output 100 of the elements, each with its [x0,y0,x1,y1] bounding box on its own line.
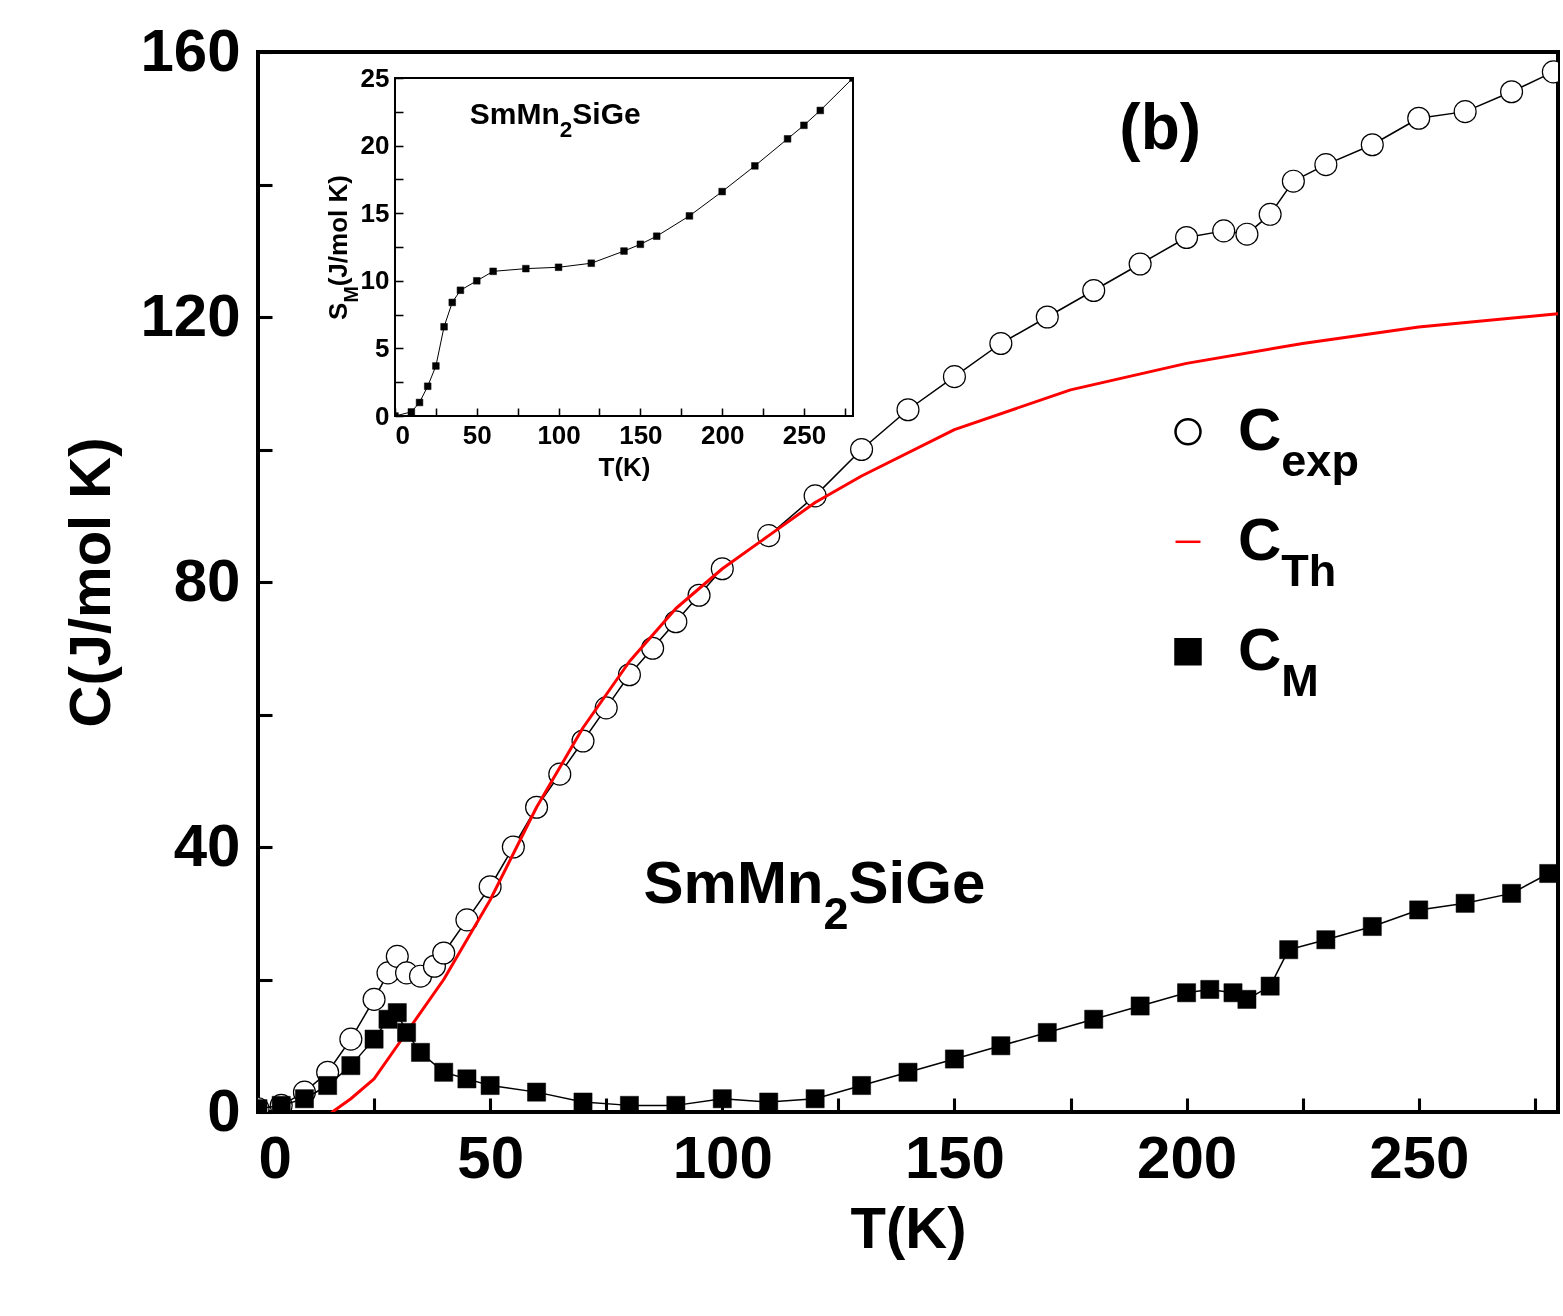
point [1084,1009,1104,1029]
point [457,1069,477,1089]
point [712,1089,732,1109]
point [718,187,726,196]
point [456,286,465,294]
point [1279,940,1299,960]
annotation: SmMn$_{2}$SiGe [469,97,641,142]
point [685,212,694,220]
point [1235,222,1259,246]
point [415,398,424,407]
point [1360,133,1384,157]
point [1130,996,1150,1016]
x-tick-label: 50 [457,1123,525,1191]
x-tick-label: 250 [782,419,827,450]
point [1128,252,1152,276]
point [318,1076,337,1095]
legend-label: C$_{M}$ [1238,615,1319,706]
point [1281,169,1305,193]
point [1362,917,1382,936]
legend-label: C$_{Th}$ [1238,505,1337,596]
point [473,277,481,285]
point [945,1049,964,1069]
point [587,259,595,267]
point [527,1082,546,1102]
x-tick-label: 100 [537,419,581,450]
x-tick-label: 200 [700,419,745,450]
point [411,1043,430,1062]
y-tick-label: 5 [375,332,390,363]
point [620,247,628,255]
point [751,162,759,170]
point [1175,225,1199,250]
point [480,1076,500,1095]
point [1037,1023,1057,1042]
point [989,331,1013,356]
point [1455,893,1475,913]
point [653,232,661,240]
point [666,1096,686,1112]
point [852,1076,871,1095]
point [448,298,456,307]
point [397,1023,416,1042]
point [783,135,792,143]
point [364,1029,384,1049]
x-tick-label: 150 [904,1123,1005,1191]
point [896,398,920,422]
point [1177,983,1196,1003]
legend-label: C$_{exp}$ [1238,395,1359,486]
annotation: (b) [1119,91,1202,164]
x-axis-title: T(K) [598,451,651,482]
y-tick-label: 40 [173,811,241,879]
point [1082,278,1106,303]
point [489,267,497,275]
y-tick-label: 0 [375,400,390,431]
point [898,1062,918,1082]
x-axis-title: T(K) [850,1194,967,1260]
y-axis-title: C(J/mol K) [57,437,123,728]
point [407,408,415,416]
point [850,437,874,462]
point [805,1089,825,1109]
y-tick-label: 80 [173,546,241,614]
point [1500,80,1524,104]
point [341,1056,361,1075]
x-tick-label: 0 [395,419,410,450]
point [434,1062,454,1082]
point [387,1003,407,1022]
y-tick-label: 0 [207,1076,241,1144]
annotation: SmMn$_{2}$SiGe [643,849,986,939]
x-tick-label: 200 [1137,1123,1238,1191]
point [440,323,448,331]
point [1258,202,1282,226]
point [385,944,409,968]
point [1212,219,1236,243]
point [554,263,563,271]
point [991,1036,1011,1056]
point [759,1092,779,1112]
point [1237,990,1257,1009]
x-tick-label: 150 [619,419,663,450]
point [1200,980,1220,999]
point [1502,884,1521,903]
point [636,240,644,248]
point [1539,864,1558,883]
point [295,1089,314,1109]
point [1316,930,1336,950]
y-tick-label: 20 [360,130,390,161]
y-tick-label: 15 [360,197,390,228]
point [339,1027,363,1051]
point [1260,976,1280,996]
point [816,106,824,115]
point [522,265,530,273]
point [362,987,386,1011]
y-tick-label: 10 [360,265,390,296]
x-tick-label: 100 [672,1123,773,1191]
point [432,362,440,370]
point [1035,305,1059,329]
point [1453,100,1477,124]
x-tick-label: 0 [258,1123,292,1191]
point [573,1092,593,1112]
point [620,1096,639,1112]
x-tick-label: 250 [1369,1123,1470,1191]
y-tick-label: 25 [360,62,390,93]
point [424,382,432,390]
